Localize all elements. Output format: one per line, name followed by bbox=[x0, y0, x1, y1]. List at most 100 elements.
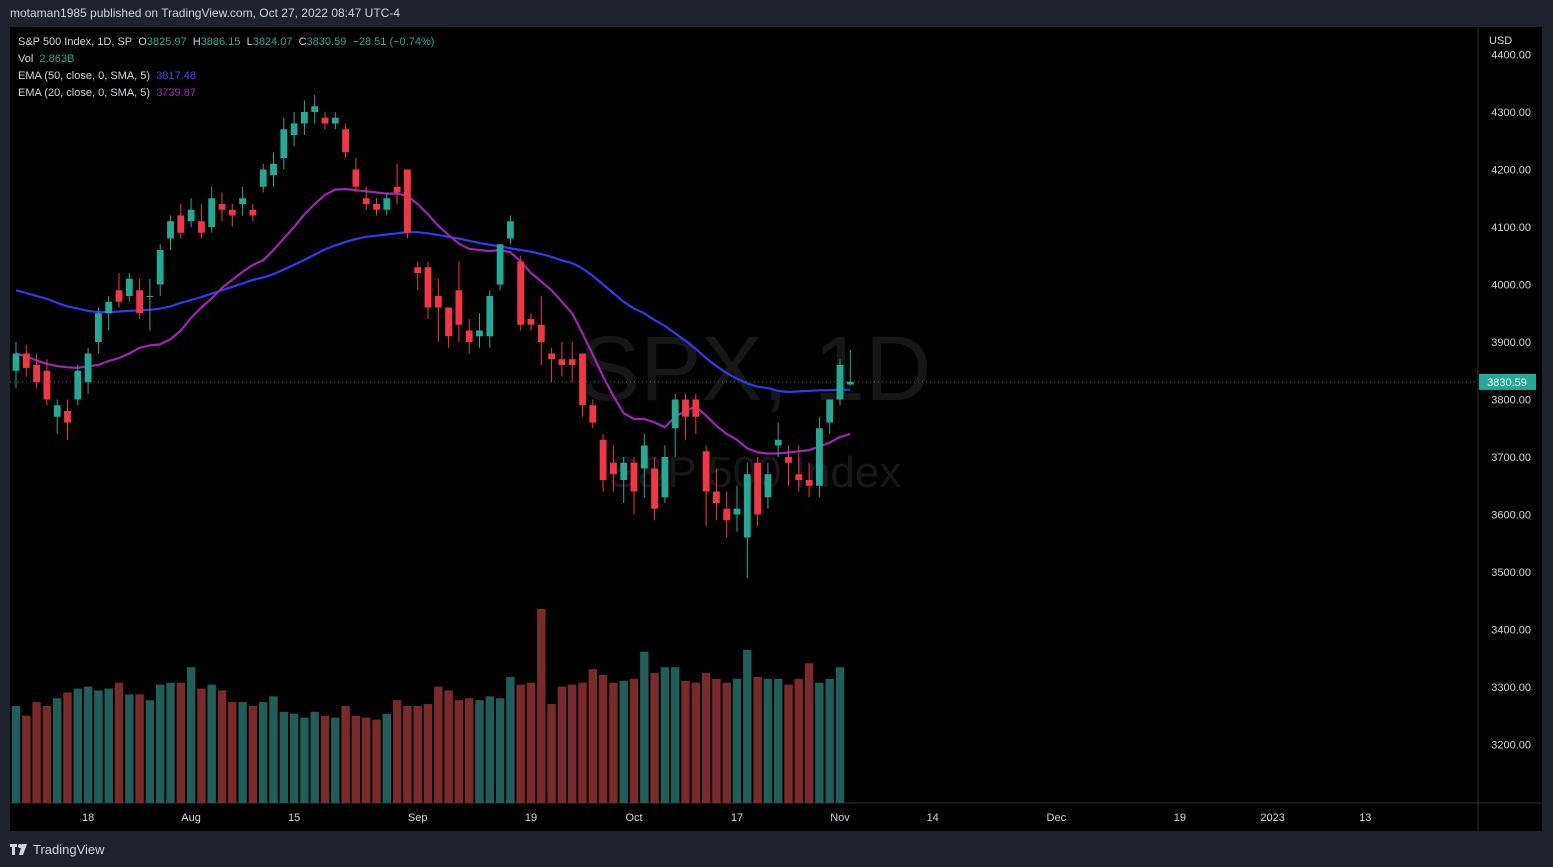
candle-body bbox=[661, 457, 669, 498]
candle-body bbox=[527, 319, 535, 325]
candle-body bbox=[64, 411, 71, 423]
volume-bar bbox=[516, 684, 525, 803]
candle-body bbox=[424, 267, 432, 308]
candle-body bbox=[537, 324, 545, 342]
y-tick-label: 4400.00 bbox=[1491, 50, 1531, 62]
volume-bar bbox=[83, 686, 93, 803]
candle-body bbox=[599, 439, 607, 480]
volume-bar bbox=[372, 719, 381, 803]
volume-bar bbox=[444, 690, 453, 803]
candle-body bbox=[53, 405, 61, 417]
volume-bar bbox=[454, 700, 464, 803]
y-tick-label: 3900.00 bbox=[1491, 337, 1531, 349]
volume-bar bbox=[22, 715, 31, 803]
candle-body bbox=[74, 370, 82, 400]
candle-body bbox=[754, 462, 761, 515]
candle-body bbox=[733, 508, 741, 515]
footer-brand-label: TradingView bbox=[33, 842, 105, 857]
candle-body bbox=[743, 474, 751, 538]
candle-body bbox=[805, 480, 813, 486]
volume-bar bbox=[660, 667, 670, 803]
candle-body bbox=[465, 330, 473, 342]
close-value: 3830.59 bbox=[306, 36, 347, 48]
volume-bar bbox=[815, 682, 824, 803]
candle-body bbox=[723, 508, 731, 521]
candle-body bbox=[630, 462, 638, 492]
candle-body bbox=[589, 405, 597, 423]
volume-bar bbox=[557, 686, 567, 803]
x-tick-label: 19 bbox=[1174, 812, 1186, 824]
y-tick-label: 4200.00 bbox=[1491, 165, 1531, 177]
volume-value: 2.863B bbox=[39, 53, 75, 65]
volume-bar bbox=[671, 667, 680, 803]
x-tick-label: 15 bbox=[288, 812, 300, 824]
chart-frame[interactable]: SPX, 1DS&P 500 Index4400.004300.004200.0… bbox=[10, 27, 1542, 831]
low-label: L bbox=[246, 36, 253, 48]
x-tick-label: Sep bbox=[408, 812, 428, 824]
high-value: 3886.15 bbox=[200, 36, 241, 48]
volume-bar bbox=[269, 696, 278, 803]
candle-body bbox=[342, 129, 349, 153]
volume-bar bbox=[320, 715, 330, 803]
volume-bar bbox=[341, 706, 350, 803]
candle-body bbox=[146, 296, 154, 297]
ema20-label: EMA (20, close, 0, SMA, 5) bbox=[18, 87, 151, 99]
volume-bar bbox=[753, 676, 762, 803]
volume-bar bbox=[104, 688, 113, 803]
y-tick-label: 3600.00 bbox=[1491, 510, 1531, 522]
footer-brand[interactable]: TradingView bbox=[10, 842, 105, 857]
volume-bar bbox=[300, 717, 309, 803]
candle-body bbox=[610, 462, 617, 475]
y-tick-label: 3700.00 bbox=[1491, 452, 1531, 464]
price-chart[interactable]: SPX, 1DS&P 500 Index4400.004300.004200.0… bbox=[10, 27, 1542, 831]
candle-body bbox=[125, 278, 133, 296]
candle-body bbox=[404, 169, 411, 233]
volume-bar bbox=[712, 678, 721, 803]
volume-bar bbox=[784, 684, 793, 803]
candle-body bbox=[434, 296, 442, 308]
volume-bar bbox=[774, 678, 783, 803]
volume-bar bbox=[804, 663, 814, 803]
volume-bar bbox=[506, 676, 515, 803]
x-tick-label: 18 bbox=[82, 812, 94, 824]
candle-body bbox=[228, 209, 236, 216]
candle-body bbox=[84, 353, 92, 383]
candle-body bbox=[259, 169, 267, 187]
candle-body bbox=[383, 198, 391, 210]
candle-body bbox=[682, 399, 689, 417]
volume-bar bbox=[351, 715, 361, 803]
volume-bar bbox=[722, 682, 731, 803]
volume-bar bbox=[681, 680, 690, 803]
candle-body bbox=[826, 399, 834, 423]
symbol-title[interactable]: S&P 500 Index, 1D, SP bbox=[18, 36, 133, 48]
candle-body bbox=[671, 399, 679, 429]
candle-body bbox=[208, 198, 216, 227]
volume-bar bbox=[197, 688, 206, 803]
volume-bar bbox=[125, 694, 134, 803]
volume-bar bbox=[228, 702, 237, 803]
volume-bar bbox=[732, 678, 742, 803]
candle-body bbox=[352, 169, 360, 187]
volume-bar bbox=[609, 682, 618, 803]
candle-body bbox=[507, 221, 514, 239]
candle-body bbox=[362, 198, 370, 204]
volume-bar bbox=[186, 667, 196, 803]
ema20-line bbox=[15, 188, 851, 455]
volume-bar bbox=[362, 717, 371, 803]
volume-bar bbox=[640, 651, 649, 803]
low-value: 3824.07 bbox=[252, 36, 293, 48]
candle-body bbox=[177, 215, 185, 233]
tradingview-logo-icon bbox=[10, 844, 27, 855]
legend-ema50-row[interactable]: EMA (50, close, 0, SMA, 5) 3817.48 bbox=[18, 68, 434, 85]
volume-bar bbox=[475, 700, 484, 803]
candle-body bbox=[331, 117, 339, 124]
candle-body bbox=[620, 462, 628, 480]
candle-body bbox=[548, 353, 555, 360]
volume-bar bbox=[331, 717, 340, 803]
legend-main-row[interactable]: S&P 500 Index, 1D, SP O3825.97 H3886.15 … bbox=[18, 34, 434, 51]
candle-body bbox=[373, 204, 380, 210]
volume-bar bbox=[156, 684, 165, 803]
volume-bar bbox=[495, 698, 505, 803]
legend-volume-row[interactable]: Vol 2.863B bbox=[18, 51, 434, 68]
legend-ema20-row[interactable]: EMA (20, close, 0, SMA, 5) 3739.87 bbox=[18, 85, 434, 102]
